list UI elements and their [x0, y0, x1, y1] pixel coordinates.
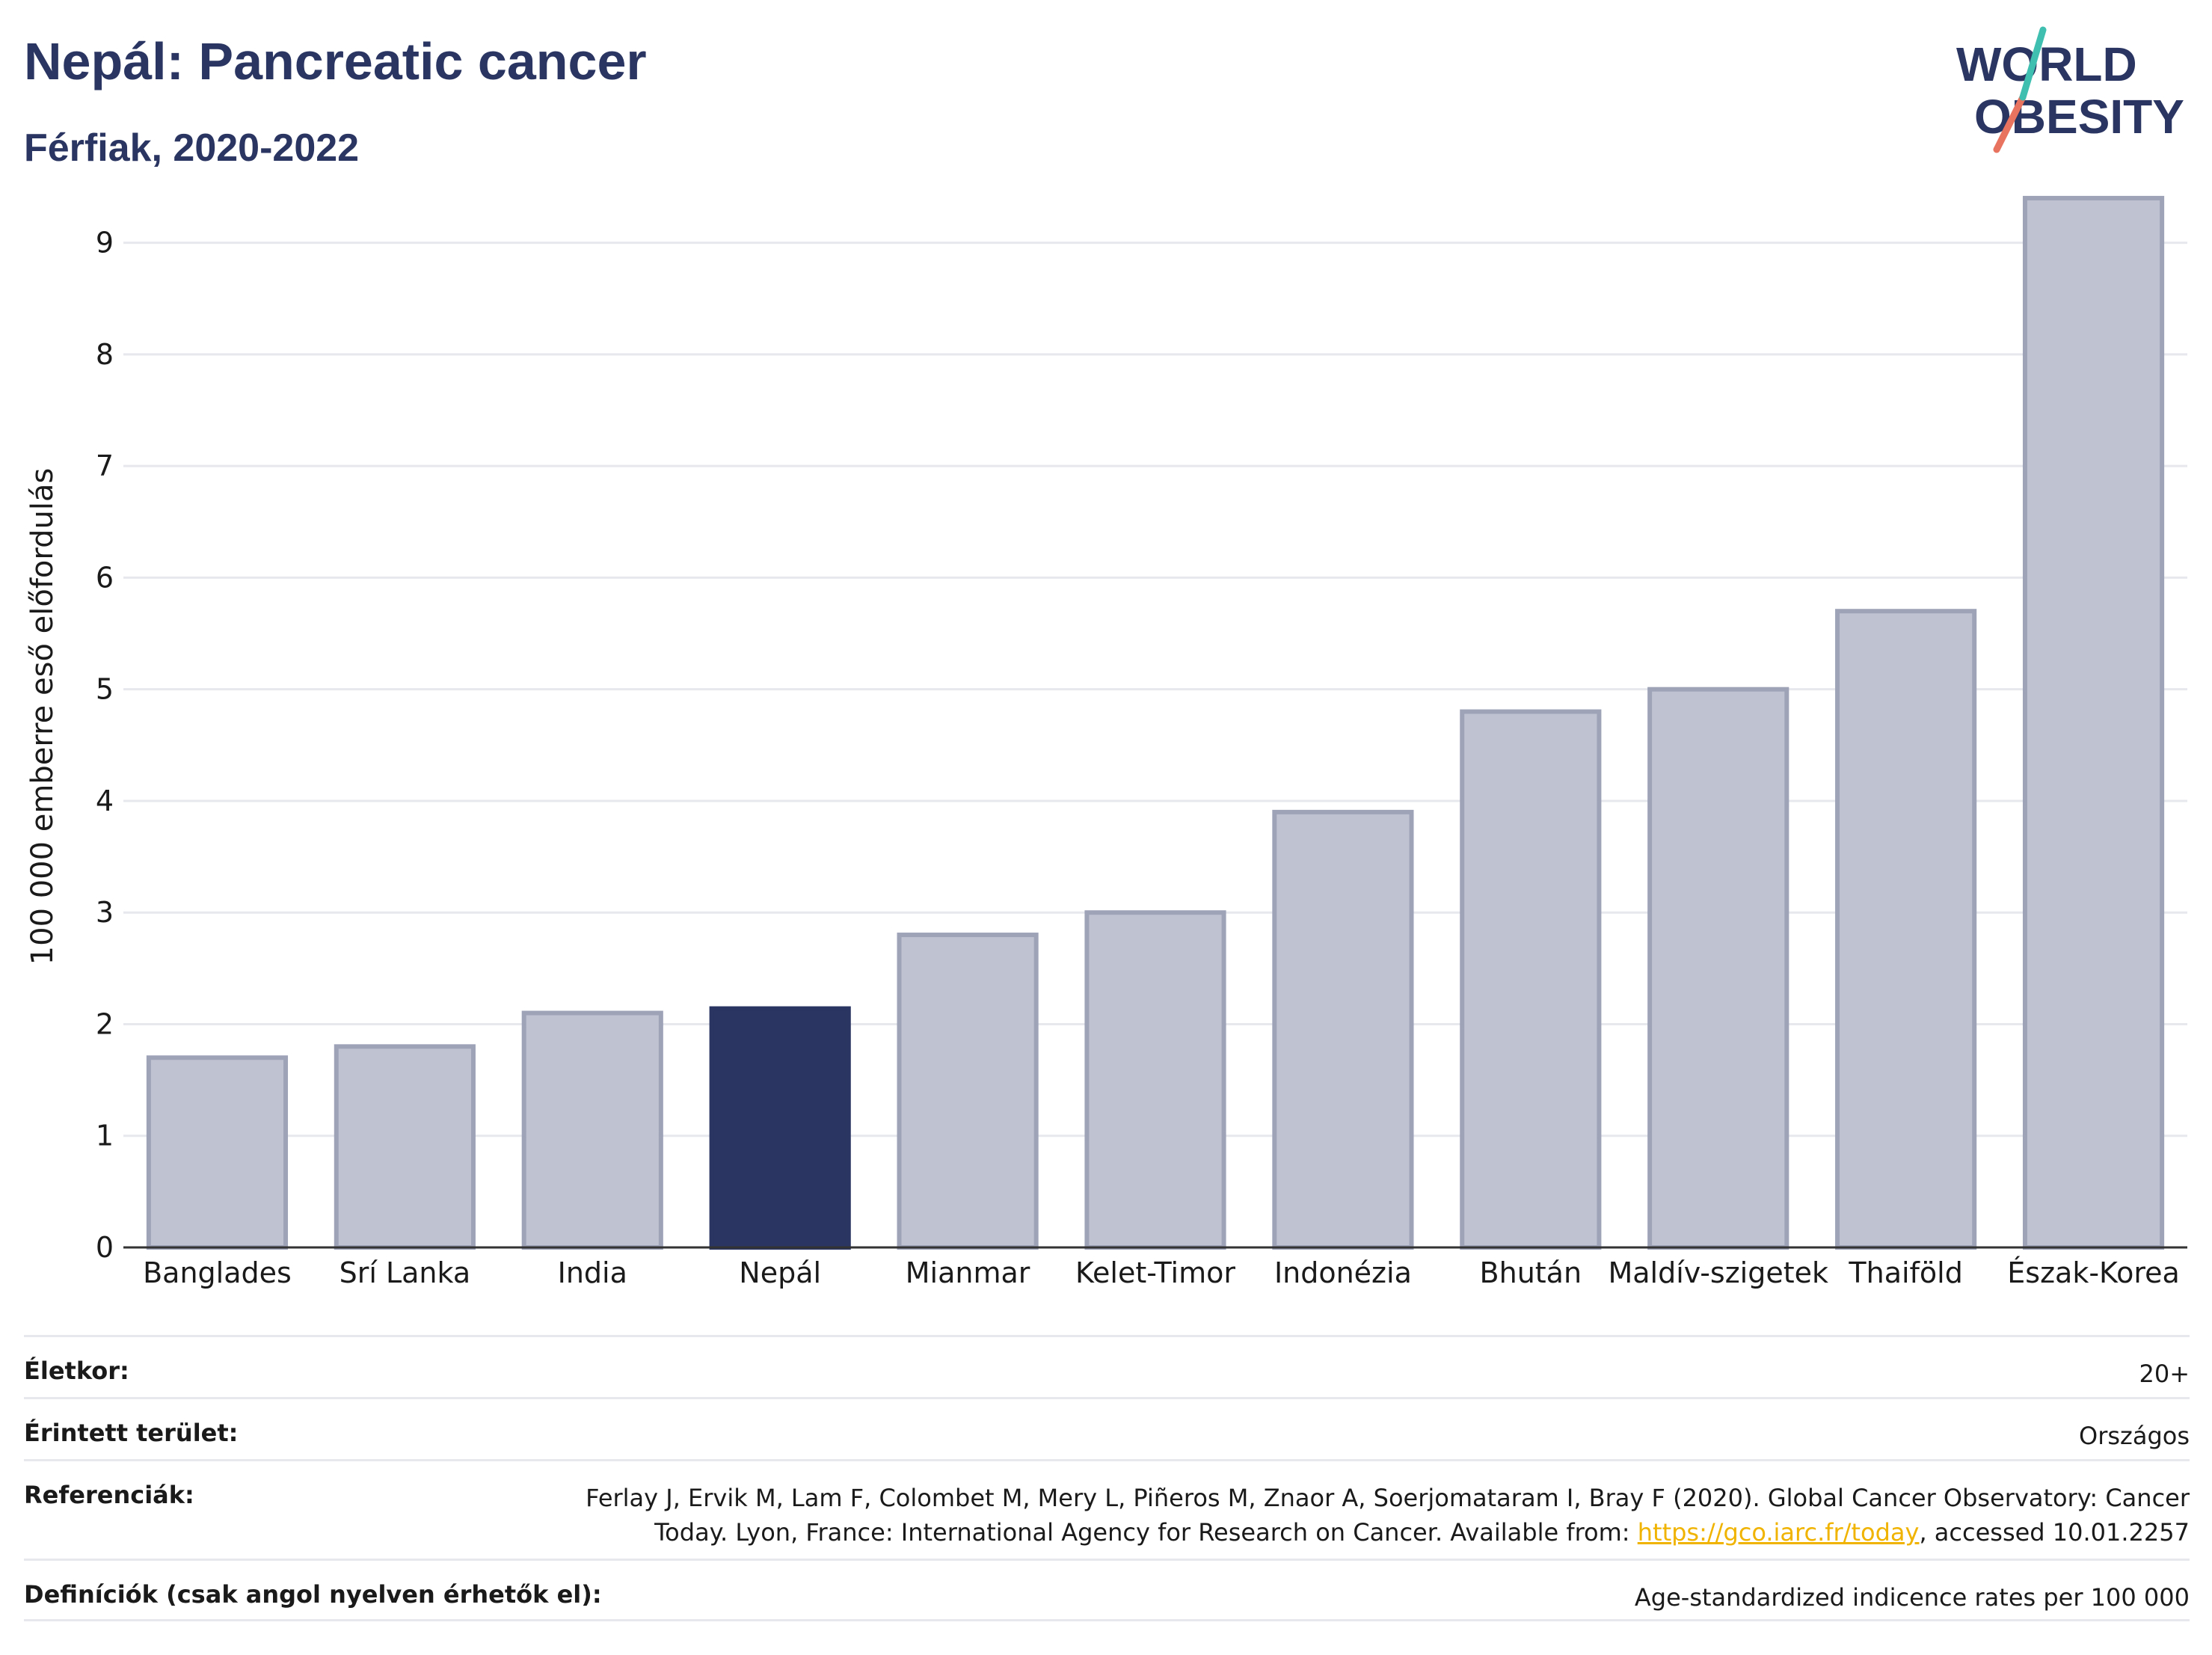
- reference-text-2: Today. Lyon, France: International Agenc…: [654, 1518, 1638, 1547]
- bar-chart: 0 1 2 3 4 5 6 7 8 9 Banglades Srí Lanka India Nepál M…: [25, 195, 2187, 1289]
- page-title: Nepál: Pancreatic cancer: [24, 32, 647, 90]
- x-tick-label: Indonézia: [1274, 1256, 1412, 1289]
- bar-mianmar: [897, 933, 1039, 1250]
- bar-indon-zia: [1272, 809, 1414, 1250]
- x-tick-label: Kelet-Timor: [1075, 1256, 1235, 1289]
- info-row-references: Referenciák: Ferlay J, Ervik M, Lam F, C…: [24, 1459, 2190, 1559]
- x-axis-labels: Banglades Srí Lanka India Nepál Mianmar Kelet…: [143, 1256, 2180, 1289]
- logo-slash-teal: [2019, 26, 2047, 101]
- area-label: Érintett terület:: [24, 1419, 239, 1447]
- x-tick-label: Bhután: [1480, 1256, 1582, 1289]
- reference-text-3: , accessed 10.01.2257: [1919, 1518, 2190, 1547]
- bar--szak-korea: [2022, 195, 2165, 1250]
- age-label: Életkor:: [24, 1357, 129, 1385]
- references-label: Referenciák:: [24, 1481, 194, 1509]
- x-tick-label: Nepál: [739, 1256, 821, 1289]
- reference-text-1: Ferlay J, Ervik M, Lam F, Colombet M, Me…: [586, 1484, 2190, 1512]
- y-tick-label: 4: [96, 784, 114, 817]
- bar-nep-l: [709, 1006, 851, 1250]
- info-row-age: Életkor: 20+: [24, 1335, 2190, 1397]
- y-tick-label: 7: [96, 449, 114, 482]
- bar-sr-lanka: [334, 1044, 476, 1250]
- bar-banglades: [146, 1055, 289, 1250]
- reference-link[interactable]: https://gco.iarc.fr/today: [1637, 1518, 1920, 1547]
- y-tick-label: 0: [96, 1231, 114, 1264]
- age-value: 20+: [2139, 1360, 2190, 1388]
- x-tick-label: Thaiföld: [1848, 1256, 1962, 1289]
- x-tick-label: Maldív-szigetek: [1608, 1256, 1828, 1289]
- definitions-label: Definíciók (csak angol nyelven érhetők e…: [24, 1580, 602, 1609]
- info-row-definitions: Definíciók (csak angol nyelven érhetők e…: [24, 1559, 2190, 1621]
- y-tick-label: 9: [96, 227, 114, 260]
- x-tick-label: Srí Lanka: [340, 1256, 471, 1289]
- x-tick-label: Banglades: [143, 1256, 292, 1289]
- logo-line1: WORLD: [1956, 37, 2137, 91]
- bar-kelet-timor: [1084, 910, 1226, 1250]
- x-tick-label: Mianmar: [906, 1256, 1030, 1289]
- x-tick-label: India: [558, 1256, 627, 1289]
- y-axis-label: 100 000 emberre eső előfordulás: [25, 468, 60, 965]
- world-obesity-logo: WORLD OBESITY: [1944, 22, 2199, 157]
- y-tick-label: 2: [96, 1007, 114, 1040]
- info-table: Életkor: 20+ Érintett terület: Országos …: [24, 1335, 2190, 1621]
- bar-india: [521, 1010, 663, 1250]
- y-tick-label: 8: [96, 338, 114, 371]
- logo-slash-red: [1993, 93, 2027, 153]
- logo-graphic: WORLD OBESITY: [1956, 26, 2184, 153]
- bars: [146, 195, 2165, 1250]
- bar-bhut-n: [1460, 709, 1602, 1250]
- info-row-area: Érintett terület: Országos: [24, 1397, 2190, 1459]
- references-value: Ferlay J, Ervik M, Lam F, Colombet M, Me…: [586, 1461, 2190, 1550]
- y-tick-label: 6: [96, 561, 114, 594]
- area-value: Országos: [2079, 1422, 2190, 1450]
- bar-mald-v-szigetek: [1647, 687, 1789, 1250]
- y-axis-ticks: 0 1 2 3 4 5 6 7 8 9: [96, 227, 114, 1264]
- logo-line2: OBESITY: [1974, 90, 2184, 144]
- bar-thaif-ld: [1835, 609, 1977, 1250]
- page-subtitle: Férfiak, 2020-2022: [24, 126, 360, 170]
- y-tick-label: 5: [96, 673, 114, 706]
- y-tick-label: 1: [96, 1120, 114, 1152]
- x-tick-label: Észak-Korea: [2007, 1256, 2180, 1289]
- definitions-value: Age-standardized indicence rates per 100…: [1634, 1583, 2190, 1612]
- y-tick-label: 3: [96, 896, 114, 929]
